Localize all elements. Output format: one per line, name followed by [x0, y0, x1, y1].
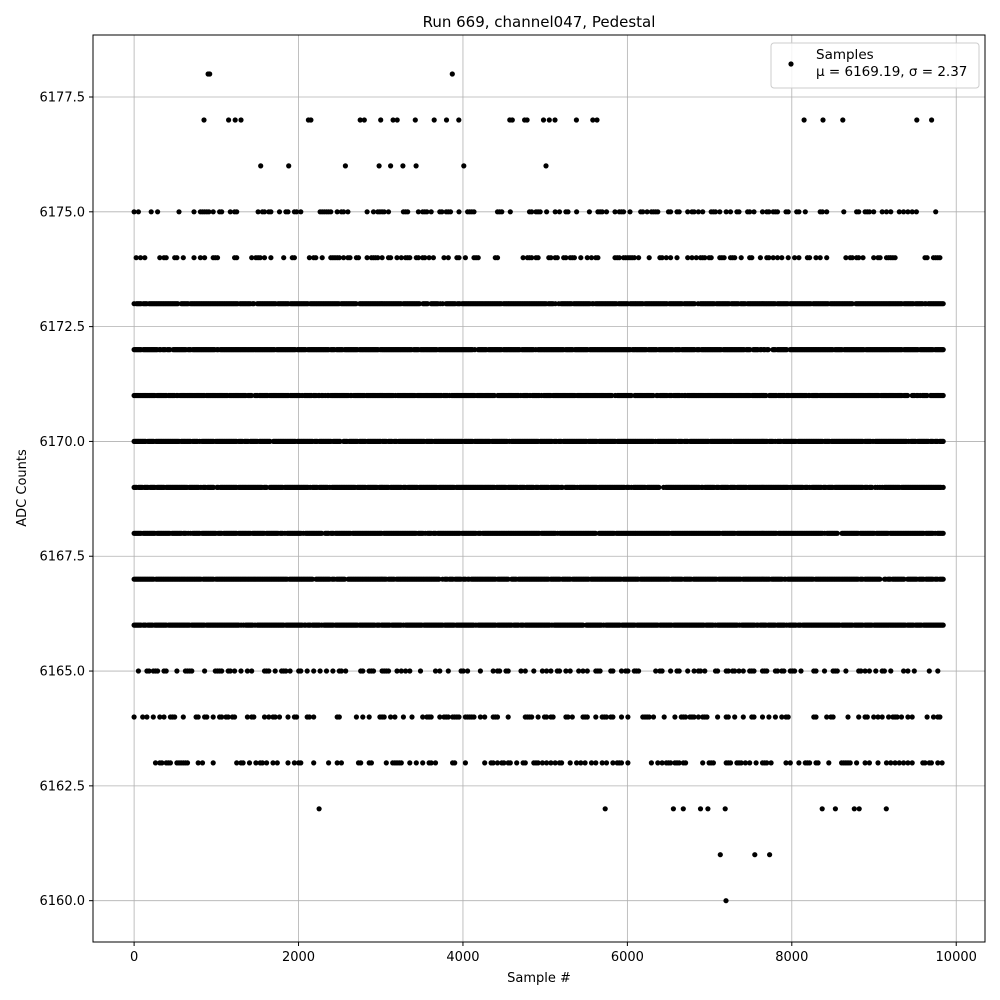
data-points: [131, 71, 946, 904]
data-point: [905, 392, 911, 399]
data-point: [940, 301, 946, 307]
data-point: [940, 392, 946, 399]
data-point: [940, 484, 946, 490]
data-point: [834, 530, 840, 536]
data-point: [877, 576, 883, 582]
data-point: [940, 347, 946, 353]
data-point: [940, 438, 946, 444]
data-point: [940, 576, 946, 582]
data-point: [765, 347, 771, 353]
data-point: [940, 530, 946, 536]
data-point: [656, 484, 662, 490]
